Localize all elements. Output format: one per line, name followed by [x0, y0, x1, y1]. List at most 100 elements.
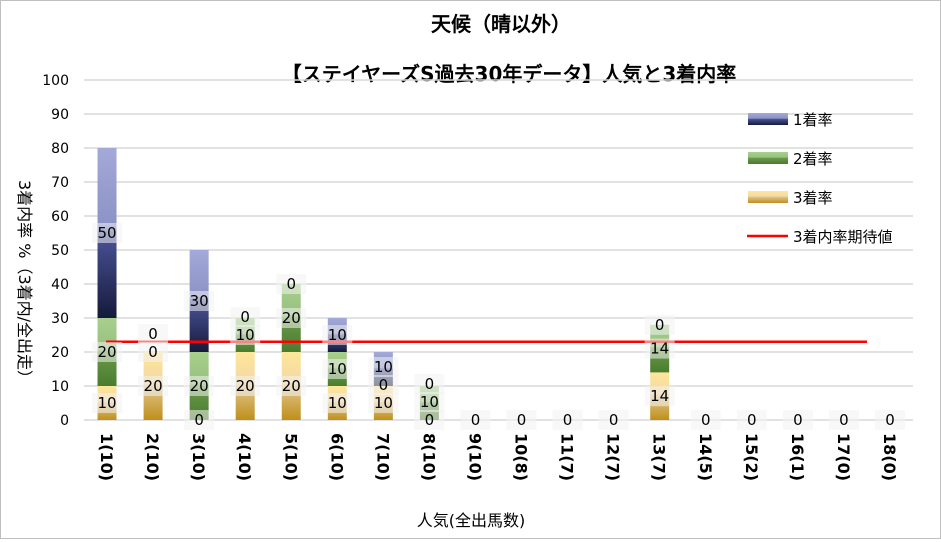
- data-label-bg: [276, 308, 307, 328]
- data-label: 0: [701, 411, 711, 429]
- data-label-bg: [138, 342, 169, 362]
- data-label-bg: [230, 325, 261, 345]
- data-label-bg: [276, 274, 307, 294]
- x-tick-label: 13(7): [650, 433, 669, 481]
- legend-label: 2着率: [793, 150, 833, 168]
- data-label: 14: [650, 387, 669, 405]
- data-label-bg: [138, 376, 169, 396]
- data-label: 0: [609, 411, 619, 429]
- data-label-bg: [828, 410, 859, 430]
- data-label-bg: [276, 376, 307, 396]
- data-label: 50: [97, 224, 116, 242]
- data-label-bg: [184, 291, 215, 311]
- data-label: 0: [425, 375, 435, 393]
- data-label: 0: [148, 343, 158, 361]
- data-label-bg: [460, 410, 491, 430]
- data-label: 20: [190, 377, 209, 395]
- data-label: 0: [240, 308, 250, 326]
- data-label-bg: [598, 410, 629, 430]
- data-label: 0: [747, 411, 757, 429]
- data-label: 10: [236, 326, 255, 344]
- data-label: 20: [236, 377, 255, 395]
- y-tick-label: 60: [51, 209, 69, 225]
- legend-label: 3着内率期待値: [793, 228, 893, 246]
- legend: 1着率 2着率 3着率 3着内率期待値: [747, 111, 893, 246]
- data-label: 0: [379, 376, 389, 394]
- data-label: 10: [328, 326, 347, 344]
- data-label-bg: [368, 375, 399, 395]
- data-label: 10: [97, 394, 116, 412]
- data-label: 0: [471, 411, 481, 429]
- legend-label: 1着率: [793, 111, 833, 129]
- data-label-bg: [92, 223, 123, 243]
- x-tick-label: 5(10): [281, 433, 300, 481]
- data-label: 10: [328, 394, 347, 412]
- x-tick-label: 16(1): [788, 433, 807, 481]
- data-label: 14: [650, 340, 669, 358]
- x-tick-label: 4(10): [235, 433, 254, 481]
- y-tick-label: 70: [51, 175, 69, 191]
- data-label: 0: [517, 411, 527, 429]
- data-label: 0: [563, 411, 573, 429]
- x-tick-label: 8(10): [419, 433, 438, 481]
- data-label: 0: [793, 411, 803, 429]
- y-tick-label: 80: [51, 141, 69, 157]
- legend-label: 3着率: [793, 189, 833, 207]
- data-label-bg: [230, 376, 261, 396]
- x-tick-label: 3(10): [189, 433, 208, 481]
- x-tick-label: 17(0): [834, 433, 853, 481]
- data-label-bg: [782, 410, 813, 430]
- y-tick-label: 20: [51, 345, 69, 361]
- data-label: 10: [374, 358, 393, 376]
- x-tick-label: 14(5): [696, 433, 715, 481]
- x-tick-label: 9(10): [465, 433, 484, 481]
- data-label-bg: [184, 410, 215, 430]
- chart-title: 天候（晴以外）: [431, 12, 571, 36]
- data-label-bg: [92, 393, 123, 413]
- y-tick-label: 30: [51, 311, 69, 327]
- data-label: 20: [282, 309, 301, 327]
- data-label: 0: [425, 411, 435, 429]
- data-label-bg: [644, 338, 675, 359]
- chart-subtitle: 【ステイヤーズS過去30年データ】人気と3着内率: [282, 62, 737, 86]
- x-tick-label: 15(2): [742, 433, 761, 481]
- y-tick-label: 40: [51, 277, 69, 293]
- data-label: 0: [655, 316, 665, 334]
- data-label: 0: [148, 325, 158, 343]
- data-label-bg: [414, 410, 445, 430]
- data-label: 30: [190, 292, 209, 310]
- data-label: 0: [839, 411, 849, 429]
- legend-swatch: [748, 113, 788, 125]
- data-label-bg: [322, 393, 353, 413]
- data-label-bg: [552, 410, 583, 430]
- data-label: 20: [97, 343, 116, 361]
- data-label-bg: [92, 342, 123, 362]
- y-tick-label: 90: [51, 107, 69, 123]
- y-tick-label: 50: [51, 243, 69, 259]
- data-label-bg: [414, 392, 445, 412]
- data-label-bg: [322, 325, 353, 345]
- x-tick-label: 10(8): [512, 433, 531, 481]
- data-label-bg: [506, 410, 537, 430]
- data-label-bg: [644, 314, 675, 335]
- x-tick-label: 2(10): [143, 433, 162, 481]
- data-label-bg: [138, 324, 169, 344]
- x-tick-label: 7(10): [373, 433, 392, 481]
- y-tick-label: 100: [42, 73, 69, 89]
- data-label-bg: [368, 357, 399, 377]
- y-tick-label: 0: [60, 413, 69, 429]
- data-label: 10: [420, 393, 439, 411]
- x-tick-label: 12(7): [604, 433, 623, 481]
- data-label-bg: [414, 374, 445, 394]
- data-label-bg: [644, 386, 675, 407]
- data-label-bg: [736, 410, 767, 430]
- x-tick-label: 6(10): [327, 433, 346, 481]
- legend-swatch: [748, 152, 788, 164]
- data-label: 20: [144, 377, 163, 395]
- legend-swatch: [748, 191, 788, 203]
- data-label-bg: [368, 393, 399, 413]
- x-axis-label: 人気(全出馬数): [417, 511, 526, 530]
- data-label: 0: [286, 275, 296, 293]
- x-tick-label: 11(7): [558, 433, 577, 481]
